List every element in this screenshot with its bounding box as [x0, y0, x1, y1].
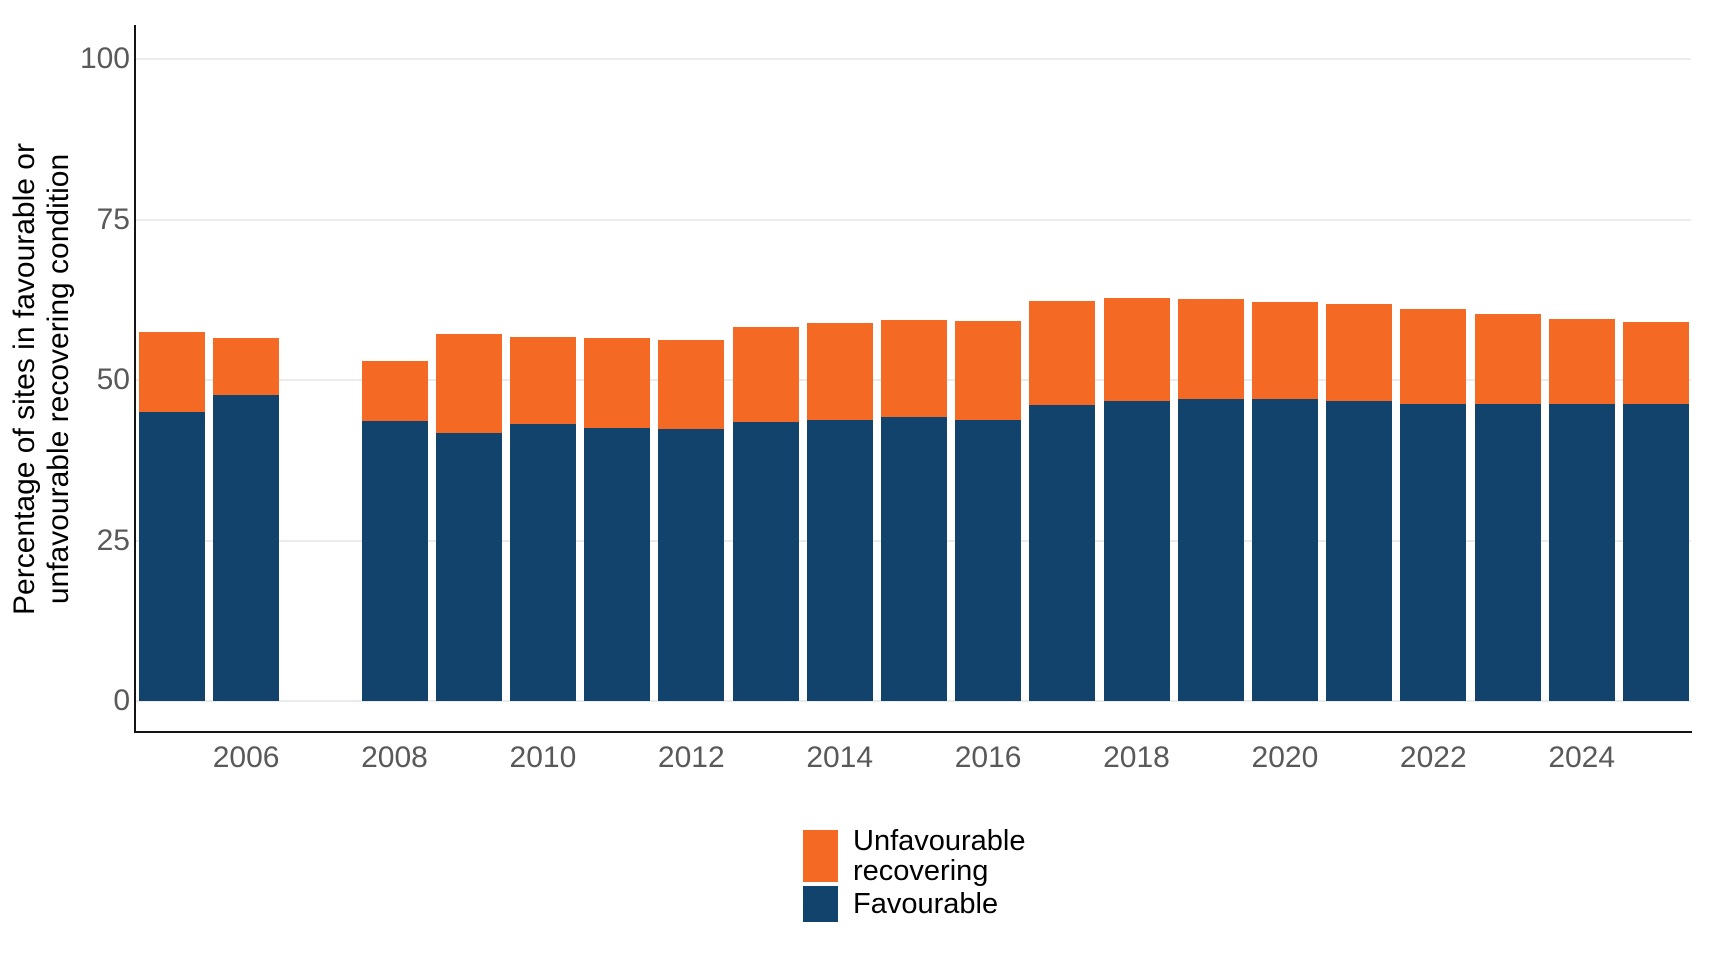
y-axis-title-line-1: Percentage of sites in favourable or [8, 143, 41, 615]
legend-item-unfavourable-recovering: Unfavourable recovering [803, 826, 1026, 886]
x-tick-label-2014: 2014 [806, 741, 874, 774]
y-tick-label-0: 0 [113, 684, 130, 717]
bar-2010-favourable [509, 423, 576, 701]
bar-2008-favourable [361, 421, 428, 701]
bar-2013-unfavourable-recovering [732, 327, 799, 423]
bar-2019-unfavourable-recovering [1177, 299, 1244, 400]
bar-2020-favourable [1251, 398, 1318, 701]
y-axis-line [134, 25, 136, 733]
x-tick-label-2008: 2008 [361, 741, 428, 774]
y-tick-label-50: 50 [96, 363, 130, 396]
bar-2023-unfavourable-recovering [1474, 313, 1541, 404]
bar-2014-unfavourable-recovering [806, 322, 873, 420]
legend-key-favourable [803, 886, 838, 922]
bar-2015-favourable [880, 417, 947, 701]
legend-label-favourable: Favourable [853, 888, 999, 920]
x-tick-label-2010: 2010 [509, 741, 577, 774]
bar-2023-favourable [1474, 403, 1541, 701]
bar-2022-unfavourable-recovering [1400, 308, 1467, 404]
bar-2012-unfavourable-recovering [658, 339, 725, 429]
bar-2020-unfavourable-recovering [1251, 301, 1318, 399]
bar-2010-unfavourable-recovering [509, 336, 576, 424]
legend-label-unfavourable-recovering: Unfavourable recovering [853, 826, 1026, 886]
bar-2015-unfavourable-recovering [880, 320, 947, 418]
y-tick-label-25: 25 [96, 523, 130, 557]
bar-2016-favourable [955, 419, 1022, 701]
bar-2014-favourable [806, 419, 873, 701]
x-tick-label-2024: 2024 [1548, 741, 1616, 774]
gridline-75 [135, 218, 1691, 221]
x-tick-label-2022: 2022 [1399, 741, 1467, 774]
x-tick-label-2016: 2016 [954, 741, 1022, 774]
legend-item-favourable: Favourable [803, 886, 1026, 922]
bar-2025-favourable [1622, 404, 1689, 701]
bar-2011-unfavourable-recovering [584, 337, 651, 428]
bar-2025-unfavourable-recovering [1622, 321, 1689, 405]
x-axis-line [134, 731, 1692, 733]
bar-2021-favourable [1326, 401, 1393, 701]
bar-2021-unfavourable-recovering [1326, 303, 1393, 402]
bar-2019-favourable [1177, 399, 1244, 701]
legend: Unfavourable recovering Favourable [803, 826, 1026, 922]
bar-2017-favourable [1029, 405, 1096, 701]
legend-key-unfavourable-recovering [803, 830, 838, 882]
legend-label-line-1: Unfavourable [853, 825, 1026, 857]
y-tick-label-75: 75 [96, 202, 130, 236]
y-axis-title-line-2: unfavourable recovering condition [42, 153, 75, 605]
bar-2016-unfavourable-recovering [955, 320, 1022, 420]
x-tick-label-2006: 2006 [212, 741, 280, 774]
y-axis-title: Percentage of sites in favourable or unf… [8, 143, 76, 615]
bar-2006-favourable [213, 394, 280, 701]
bar-2018-unfavourable-recovering [1103, 298, 1170, 402]
x-tick-label-2018: 2018 [1103, 741, 1170, 774]
bar-2013-favourable [732, 422, 799, 701]
x-tick-label-2012: 2012 [657, 741, 725, 774]
bar-2024-unfavourable-recovering [1548, 319, 1615, 405]
x-tick-label-2020: 2020 [1251, 741, 1319, 774]
bar-2022-favourable [1400, 403, 1467, 701]
bar-2017-unfavourable-recovering [1029, 301, 1096, 406]
bar-2008-unfavourable-recovering [361, 360, 428, 422]
legend-label-line-2: recovering [853, 855, 989, 887]
bar-2006-unfavourable-recovering [213, 337, 280, 395]
bar-2009-unfavourable-recovering [435, 333, 502, 433]
bar-2005-favourable [138, 412, 205, 701]
bar-2011-favourable [584, 427, 651, 701]
gridline-100 [135, 58, 1691, 60]
gridline-0 [135, 700, 1691, 702]
bar-2018-favourable [1103, 401, 1170, 701]
bar-2009-favourable [435, 432, 502, 701]
y-tick-label-100: 100 [79, 42, 130, 75]
bar-2024-favourable [1548, 404, 1615, 701]
bar-2005-unfavourable-recovering [138, 331, 205, 413]
bar-2012-favourable [658, 428, 725, 701]
